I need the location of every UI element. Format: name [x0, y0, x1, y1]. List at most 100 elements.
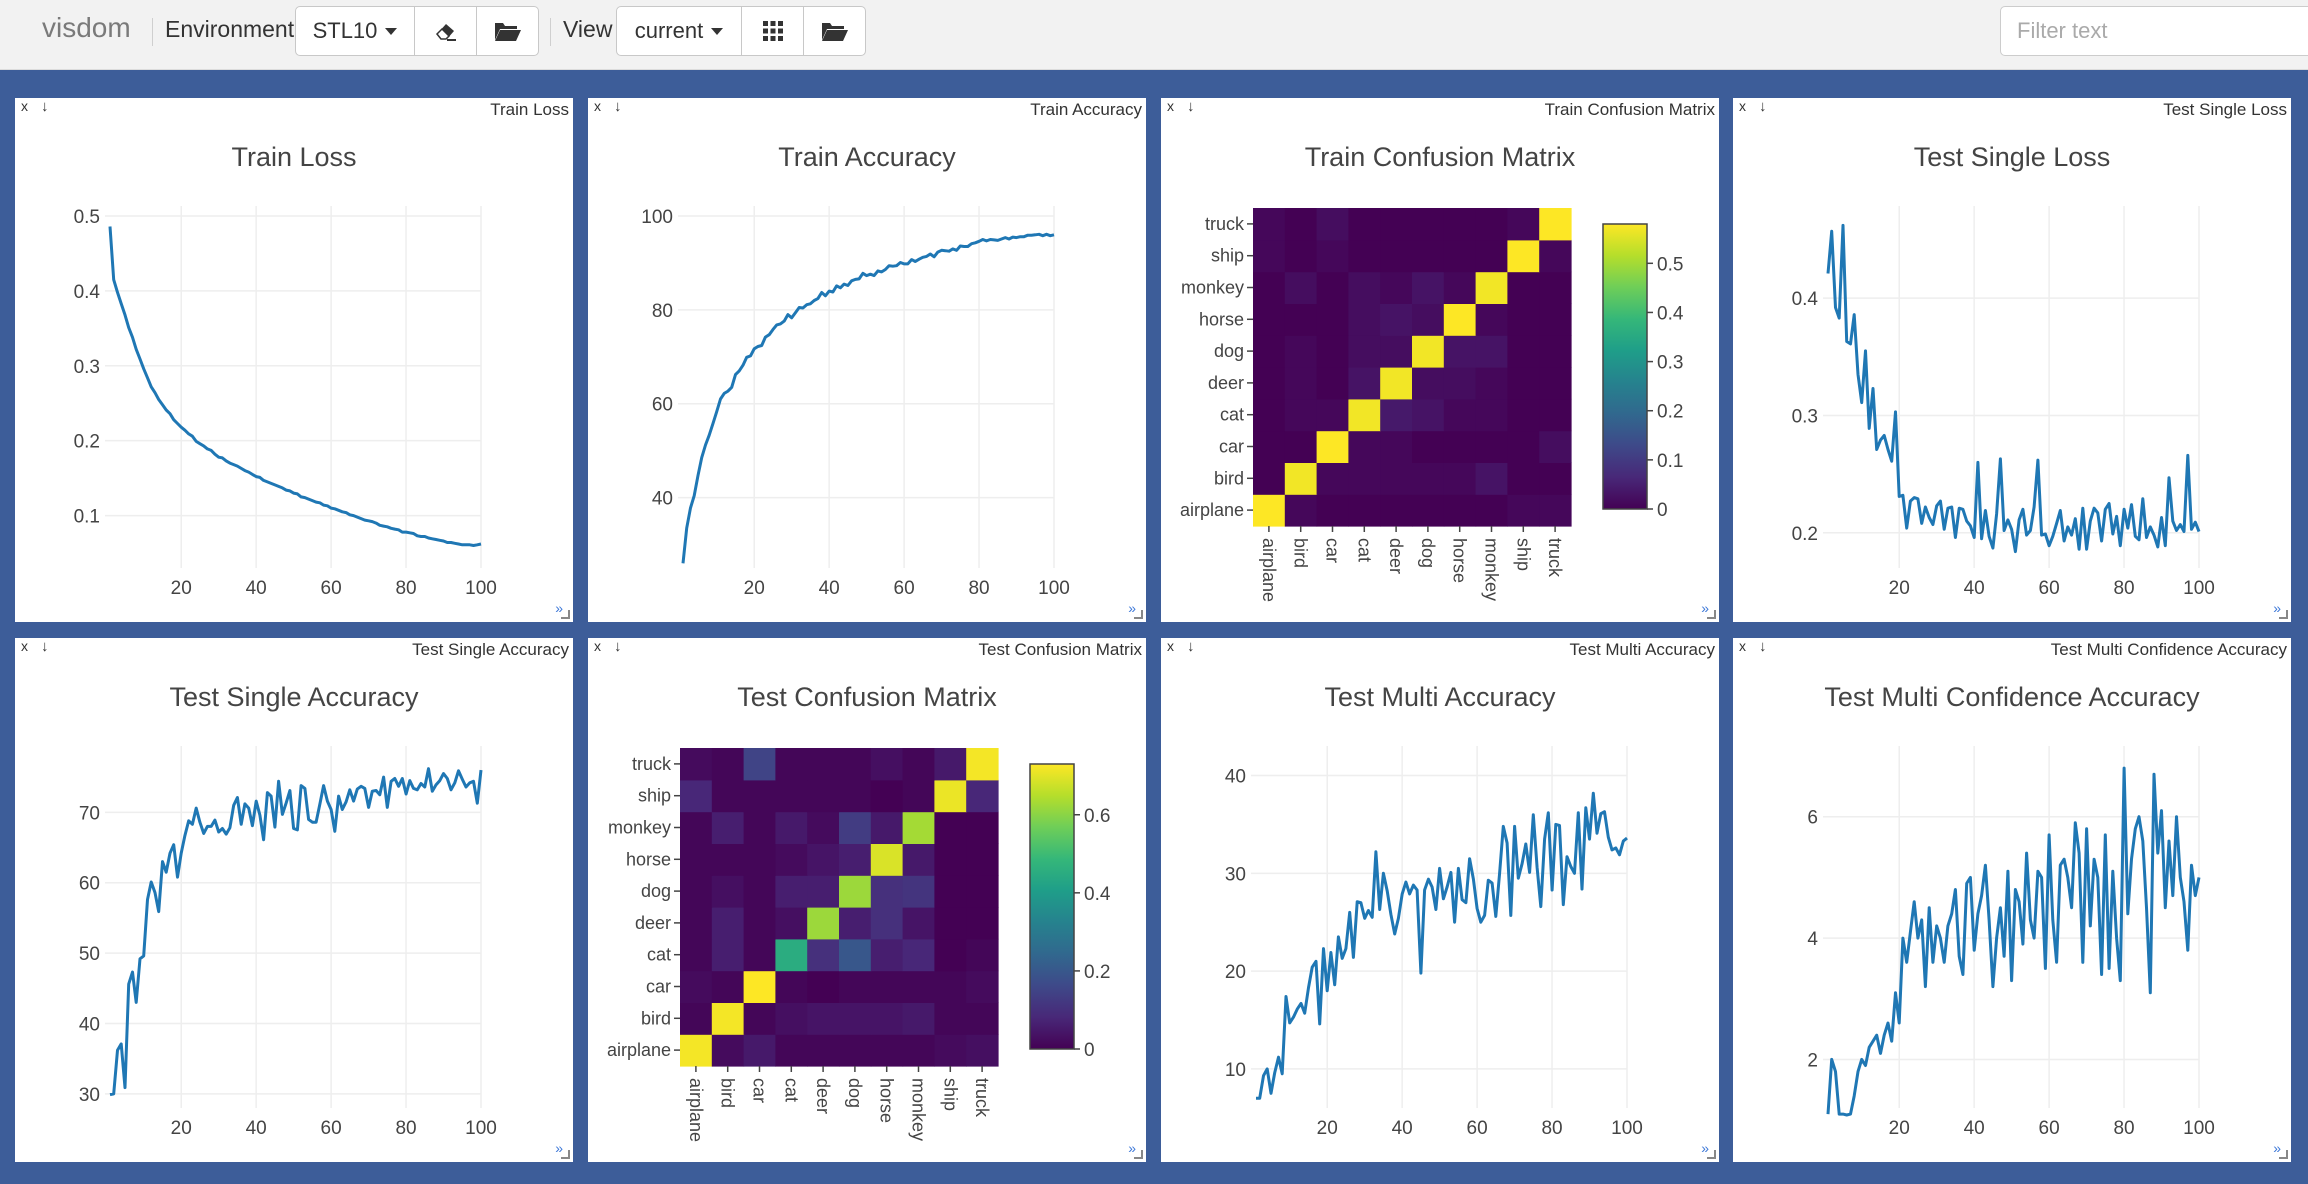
y-tick-label: 40 [652, 489, 673, 510]
heatmap-cell [743, 970, 776, 1003]
heatmap-cell [743, 907, 776, 940]
resize-handle[interactable] [2279, 1150, 2288, 1159]
download-icon[interactable]: ↓ [1187, 638, 1195, 655]
heatmap-cell [807, 843, 840, 876]
y-tick-label: airplane [1180, 500, 1244, 520]
heatmap-cell [1475, 335, 1508, 368]
resize-handle[interactable] [1707, 1150, 1716, 1159]
heatmap-cell [902, 1034, 935, 1067]
heatmap-cell [711, 970, 745, 1003]
pane-train-accuracy[interactable]: Train Accuracy 20 40 60 80 100 40 60 80 100 x ↓ Trai… [588, 98, 1146, 622]
y-tick-label: dog [1214, 341, 1244, 361]
x-tick-label: 60 [894, 578, 915, 599]
y-tick-label: ship [638, 786, 671, 806]
heatmap-cell [902, 1002, 935, 1035]
pane-title-label: Test Single Accuracy [412, 640, 569, 659]
resize-handle[interactable] [1134, 610, 1143, 619]
environment-dropdown[interactable]: STL10 [295, 6, 415, 56]
heatmap-cell [775, 843, 808, 876]
heatmap-cell [870, 907, 904, 940]
heatmap-cell [680, 1034, 713, 1067]
x-tick-label: deer [1386, 538, 1406, 574]
heatmap-cell [1475, 367, 1508, 400]
y-tick-label: 2 [1807, 1050, 1818, 1071]
close-icon[interactable]: x [1167, 98, 1174, 114]
download-icon[interactable]: ↓ [614, 98, 622, 115]
y-tick-label: horse [1199, 309, 1244, 329]
heatmap-cell [966, 907, 999, 940]
y-tick-label: 0.1 [74, 507, 100, 528]
close-icon[interactable]: x [21, 98, 28, 114]
heatmap-cell [1507, 271, 1540, 304]
close-icon[interactable]: x [594, 638, 601, 654]
y-tick-label: ship [1211, 246, 1244, 266]
view-value: current [634, 18, 704, 43]
heatmap-cell [680, 779, 713, 813]
colorbar-tick-label: 0.2 [1084, 962, 1110, 983]
download-icon[interactable]: ↓ [41, 638, 49, 655]
heatmap-cell [839, 1002, 872, 1035]
pane-test-multi-confidence-accuracy[interactable]: Test Multi Confidence Accuracy 20 40 60 80 10… [1733, 638, 2291, 1162]
close-icon[interactable]: x [21, 638, 28, 654]
pane-test-single-accuracy[interactable]: Test Single Accuracy 20 40 60 80 100 30 40 50 60 7… [15, 638, 573, 1162]
heatmap-cell [839, 779, 872, 813]
expand-icon[interactable]: » [1128, 600, 1136, 616]
download-icon[interactable]: ↓ [1759, 638, 1767, 655]
close-icon[interactable]: x [1739, 638, 1746, 654]
heatmap-cell [1412, 367, 1445, 400]
pane-test-multi-accuracy[interactable]: Test Multi Accuracy 20 40 60 80 100 10 20 30 40 x ↓… [1161, 638, 1719, 1162]
pane-train-confusion-matrix[interactable]: Train Confusion Matrix airplane airplane bi… [1161, 98, 1719, 622]
view-dropdown[interactable]: current [616, 6, 742, 56]
heatmap-cell [966, 1034, 999, 1067]
heatmap-cell [711, 843, 745, 876]
expand-icon[interactable]: » [1701, 600, 1709, 616]
expand-icon[interactable]: » [555, 1140, 563, 1156]
heatmap-cell [839, 811, 872, 844]
heatmap-cell [743, 843, 776, 876]
open-environment-button[interactable] [477, 6, 539, 56]
close-icon[interactable]: x [1739, 98, 1746, 114]
resize-handle[interactable] [1707, 610, 1716, 619]
heatmap-cell [870, 1002, 904, 1035]
heatmap-cell [1539, 494, 1572, 527]
heatmap-cell [1443, 335, 1477, 368]
expand-icon[interactable]: » [2273, 1140, 2281, 1156]
pane-train-loss[interactable]: Train Loss 20 40 60 80 100 0.1 0.2 0.3 0.4 0.5 x ↓ Tr… [15, 98, 573, 622]
navbar-divider [152, 18, 153, 46]
x-tick-label: 100 [1038, 578, 1070, 599]
close-icon[interactable]: x [594, 98, 601, 114]
download-icon[interactable]: ↓ [614, 638, 622, 655]
pane-test-confusion-matrix[interactable]: Test Confusion Matrix airplane airplane bir… [588, 638, 1146, 1162]
y-tick-label: horse [626, 849, 671, 869]
download-icon[interactable]: ↓ [1759, 98, 1767, 115]
resize-handle[interactable] [1134, 1150, 1143, 1159]
resize-handle[interactable] [2279, 610, 2288, 619]
colorbar [1602, 223, 1648, 510]
x-tick-label: 60 [1467, 1118, 1488, 1139]
heatmap-cell [1316, 398, 1349, 432]
resize-handle[interactable] [561, 610, 570, 619]
heatmap-cell [1380, 239, 1413, 273]
expand-icon[interactable]: » [555, 600, 563, 616]
x-tick-label: 100 [2183, 578, 2215, 599]
clear-environment-button[interactable] [415, 6, 477, 56]
heatmap-cell [1284, 462, 1318, 495]
heatmap-cell [1380, 462, 1413, 495]
heatmap-cell [1284, 271, 1318, 304]
filter-input[interactable] [2000, 6, 2308, 56]
resize-handle[interactable] [561, 1150, 570, 1159]
heatmap-cell [839, 875, 872, 908]
grid-layout-button[interactable] [742, 6, 804, 56]
colorbar-tick-label: 0.2 [1657, 402, 1683, 423]
expand-icon[interactable]: » [1128, 1140, 1136, 1156]
open-view-button[interactable] [804, 6, 866, 56]
expand-icon[interactable]: » [1701, 1140, 1709, 1156]
x-tick-label: ship [940, 1078, 960, 1111]
x-tick-label: cat [1354, 538, 1374, 562]
expand-icon[interactable]: » [2273, 600, 2281, 616]
download-icon[interactable]: ↓ [41, 98, 49, 115]
close-icon[interactable]: x [1167, 638, 1174, 654]
heatmap-cell [966, 875, 999, 908]
pane-test-single-loss[interactable]: Test Single Loss 20 40 60 80 100 0.2 0.3 0.4 x ↓ Te… [1733, 98, 2291, 622]
download-icon[interactable]: ↓ [1187, 98, 1195, 115]
